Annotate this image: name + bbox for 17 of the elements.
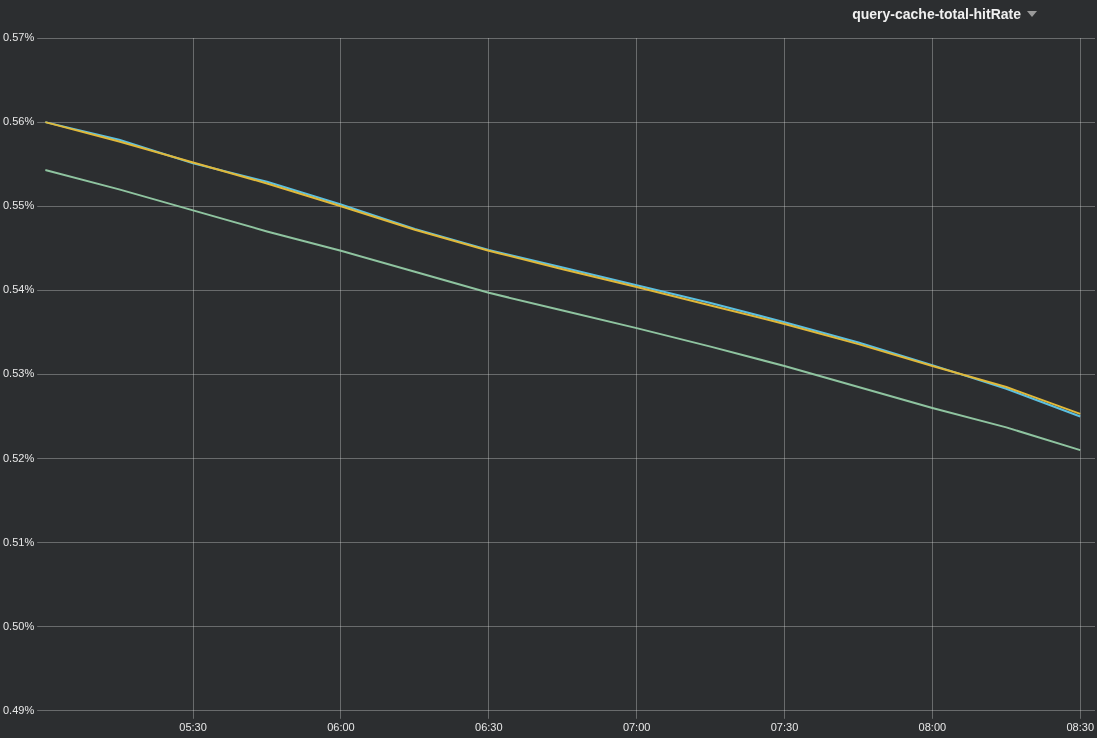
- x-tick-label: 08:00: [918, 721, 947, 734]
- x-tick-label: 08:30: [1066, 721, 1094, 734]
- x-tick-label: 06:00: [327, 721, 355, 734]
- x-tick-label: 05:30: [179, 721, 207, 734]
- chart-title: query-cache-total-hitRate: [852, 6, 1021, 22]
- y-tick-label: 0.55%: [2, 199, 35, 212]
- y-tick-label: 0.51%: [2, 535, 35, 548]
- x-tick-label: 06:30: [475, 721, 503, 734]
- y-tick-label: 0.50%: [2, 619, 35, 632]
- y-tick-label: 0.49%: [2, 703, 35, 716]
- y-tick-label: 0.53%: [2, 367, 35, 380]
- y-tick-label: 0.57%: [2, 31, 35, 44]
- y-tick-label: 0.54%: [2, 283, 35, 296]
- x-tick-label: 07:30: [770, 721, 799, 734]
- x-tick-label: 07:00: [622, 721, 651, 734]
- y-tick-label: 0.56%: [2, 115, 35, 128]
- y-tick-label: 0.52%: [2, 451, 35, 464]
